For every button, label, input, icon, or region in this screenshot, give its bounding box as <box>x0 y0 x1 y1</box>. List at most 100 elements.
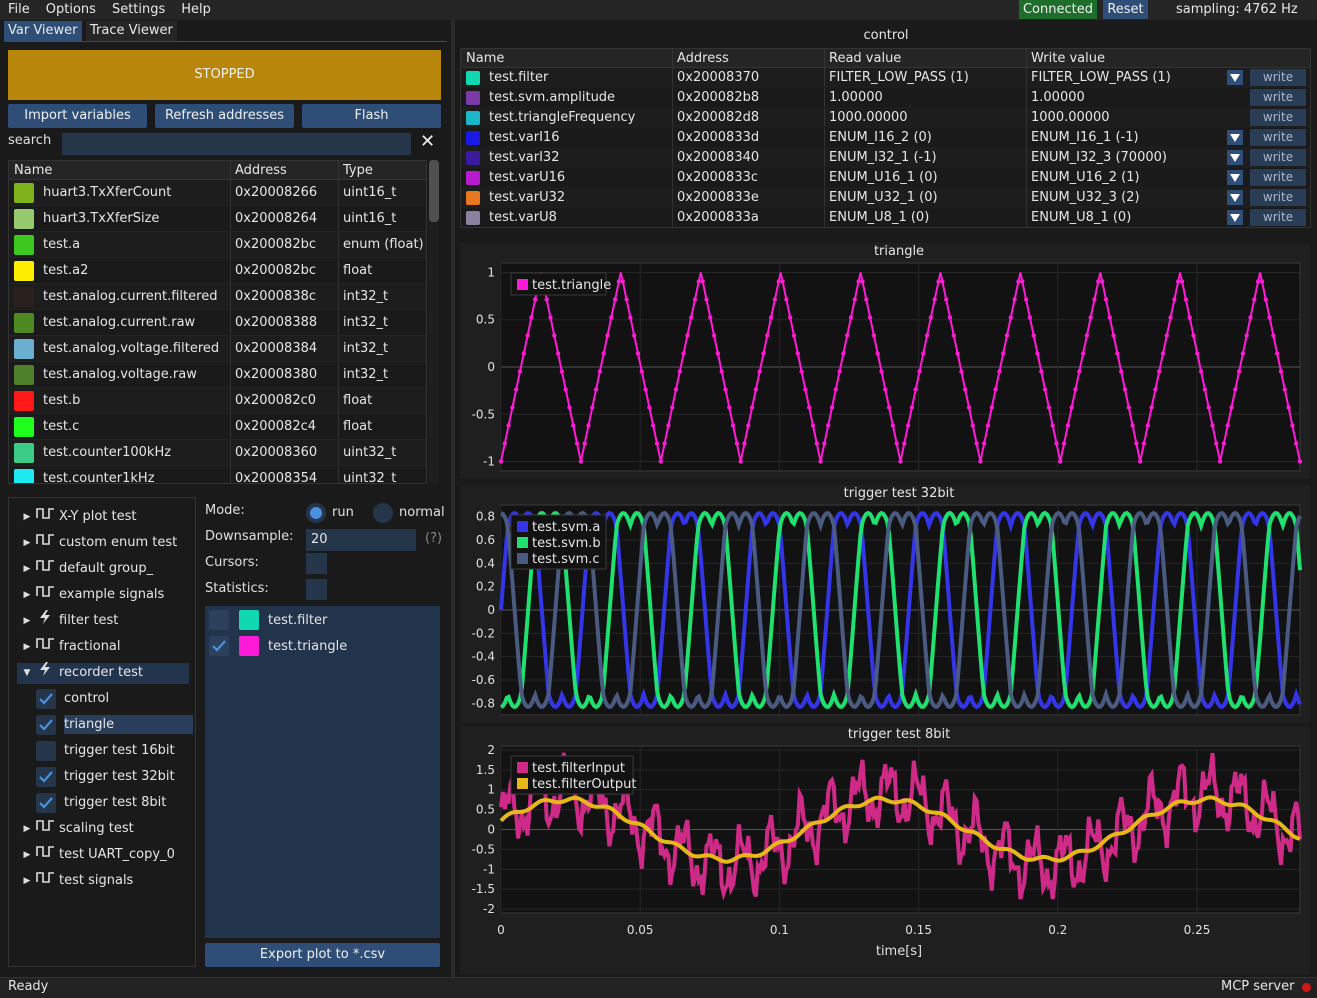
color-swatch[interactable] <box>239 610 259 630</box>
color-swatch[interactable] <box>466 150 480 165</box>
mode-run-radio[interactable] <box>306 503 326 523</box>
plot-variable-item[interactable]: test.triangle <box>209 636 347 656</box>
table-row[interactable]: test.analog.voltage.filtered 0x20008384 … <box>9 336 426 362</box>
chevron-right-icon[interactable]: ▶ <box>23 642 31 652</box>
control-write-value[interactable]: 1000.00000 <box>1031 110 1110 125</box>
chevron-right-icon[interactable]: ▶ <box>23 850 31 860</box>
tree-item[interactable]: triangle <box>36 714 114 736</box>
control-row[interactable]: test.varI16 0x2000833d ENUM_I16_2 (0) EN… <box>461 128 1310 148</box>
control-write-value[interactable]: FILTER_LOW_PASS (1) <box>1031 70 1171 85</box>
chevron-right-icon[interactable]: ▶ <box>23 616 31 626</box>
control-row[interactable]: test.filter 0x20008370 FILTER_LOW_PASS (… <box>461 68 1310 88</box>
table-row[interactable]: test.a2 0x200082bc float <box>9 258 426 284</box>
control-row[interactable]: test.svm.amplitude 0x200082b8 1.00000 1.… <box>461 88 1310 108</box>
color-swatch[interactable] <box>466 210 480 225</box>
write-button[interactable]: write <box>1250 209 1306 226</box>
chevron-right-icon[interactable]: ▶ <box>23 876 31 886</box>
color-swatch[interactable] <box>14 364 34 385</box>
refresh-addresses-button[interactable]: Refresh addresses <box>155 104 294 128</box>
chevron-right-icon[interactable]: ▶ <box>23 824 31 834</box>
series-line-test.filterOutput[interactable] <box>499 795 1301 864</box>
table-row[interactable]: test.analog.current.filtered 0x2000838c … <box>9 284 426 310</box>
chevron-down-icon[interactable] <box>1227 70 1243 85</box>
tree-item-checkbox[interactable] <box>36 767 56 787</box>
chevron-down-icon[interactable] <box>1227 170 1243 185</box>
plots-svg[interactable]: triangle 1 0.5 0 -0.5 -1 test.triangle trigger … <box>455 235 1317 975</box>
chevron-down-icon[interactable] <box>1227 150 1243 165</box>
color-swatch[interactable] <box>14 416 34 437</box>
series-line-test.svm.b[interactable] <box>500 510 1302 710</box>
color-swatch[interactable] <box>466 170 480 185</box>
tree-item[interactable]: ▶ scaling test <box>19 818 134 840</box>
color-swatch[interactable] <box>14 182 34 203</box>
tree-item[interactable]: ▶ test UART_copy_0 <box>19 844 175 866</box>
table-row[interactable]: test.b 0x200082c0 float <box>9 388 426 414</box>
chevron-right-icon[interactable]: ▶ <box>23 564 31 574</box>
menu-settings[interactable]: Settings <box>111 2 166 17</box>
color-swatch[interactable] <box>466 130 480 145</box>
color-swatch[interactable] <box>14 286 34 307</box>
series-line-test.filterInput[interactable] <box>499 752 1302 901</box>
tree-item-checkbox[interactable] <box>36 689 56 709</box>
tree-item[interactable]: ▶ fractional <box>19 636 121 658</box>
color-swatch[interactable] <box>466 90 480 105</box>
column-name[interactable]: Name <box>461 49 673 67</box>
control-write-value[interactable]: 1.00000 <box>1031 90 1085 105</box>
control-row[interactable]: test.varU8 0x2000833a ENUM_U8_1 (0) ENUM… <box>461 208 1310 227</box>
write-button[interactable]: write <box>1250 69 1306 86</box>
plot-variable-item[interactable]: test.filter <box>209 610 327 630</box>
write-button[interactable]: write <box>1250 189 1306 206</box>
control-write-value[interactable]: ENUM_I16_1 (-1) <box>1031 130 1139 145</box>
color-swatch[interactable] <box>239 636 259 656</box>
chevron-right-icon[interactable]: ▶ <box>23 590 31 600</box>
menu-options[interactable]: Options <box>45 2 96 17</box>
tree-item[interactable]: control <box>36 688 109 710</box>
chevron-down-icon[interactable] <box>1227 190 1243 205</box>
downsample-help[interactable]: (?) <box>425 531 443 546</box>
flash-button[interactable]: Flash <box>302 104 441 128</box>
tree-item[interactable]: ▶ test signals <box>19 870 133 892</box>
color-swatch[interactable] <box>466 190 480 205</box>
search-input[interactable] <box>62 133 411 155</box>
stopped-button[interactable]: STOPPED <box>8 50 441 100</box>
color-swatch[interactable] <box>466 110 480 125</box>
plot-variable-checkbox[interactable] <box>209 636 229 656</box>
control-row[interactable]: test.triangleFrequency 0x200082d8 1000.0… <box>461 108 1310 128</box>
cursors-checkbox[interactable] <box>306 553 327 574</box>
statistics-checkbox[interactable] <box>306 579 327 600</box>
color-swatch[interactable] <box>14 208 34 229</box>
column-address[interactable]: Address <box>231 161 339 179</box>
chart-1[interactable]: trigger test 32bit 0.8 0.6 0.4 0.2 0 -0.2 -0.4 -… <box>460 485 1310 723</box>
table-row[interactable]: huart3.TxXferSize 0x20008264 uint16_t <box>9 206 426 232</box>
import-variables-button[interactable]: Import variables <box>8 104 147 128</box>
series-line-test.svm.a[interactable] <box>499 510 1302 710</box>
color-swatch[interactable] <box>14 234 34 255</box>
column-address[interactable]: Address <box>673 49 825 67</box>
control-row[interactable]: test.varI32 0x20008340 ENUM_I32_1 (-1) E… <box>461 148 1310 168</box>
table-row[interactable]: test.a 0x200082bc enum (float) <box>9 232 426 258</box>
control-write-value[interactable]: ENUM_U8_1 (0) <box>1031 210 1132 225</box>
color-swatch[interactable] <box>14 338 34 359</box>
color-swatch[interactable] <box>466 70 480 85</box>
write-button[interactable]: write <box>1250 169 1306 186</box>
tree-item-checkbox[interactable] <box>36 793 56 813</box>
tree-item-checkbox[interactable] <box>36 741 56 761</box>
tab-var-viewer[interactable]: Var Viewer <box>4 21 82 41</box>
table-row[interactable]: test.c 0x200082c4 float <box>9 414 426 440</box>
table-row[interactable]: test.analog.current.raw 0x20008388 int32… <box>9 310 426 336</box>
tab-trace-viewer[interactable]: Trace Viewer <box>86 21 177 41</box>
mode-normal-radio[interactable] <box>373 503 393 523</box>
write-button[interactable]: write <box>1250 149 1306 166</box>
table-row[interactable]: huart3.TxXferCount 0x20008266 uint16_t <box>9 180 426 206</box>
chevron-right-icon[interactable]: ▶ <box>23 512 31 522</box>
table-row[interactable]: test.counter100kHz 0x20008360 uint32_t <box>9 440 426 466</box>
plot-variable-checkbox[interactable] <box>209 610 229 630</box>
tree-item[interactable]: ▶ filter test <box>19 610 118 632</box>
chevron-down-icon[interactable] <box>1227 130 1243 145</box>
tree-item[interactable]: trigger test 32bit <box>36 766 175 788</box>
control-row[interactable]: test.varU16 0x2000833c ENUM_U16_1 (0) EN… <box>461 168 1310 188</box>
chevron-down-icon[interactable] <box>1227 210 1243 225</box>
table-row[interactable]: test.analog.voltage.raw 0x20008380 int32… <box>9 362 426 388</box>
control-write-value[interactable]: ENUM_I32_3 (70000) <box>1031 150 1167 165</box>
close-icon[interactable]: ✕ <box>420 131 436 152</box>
